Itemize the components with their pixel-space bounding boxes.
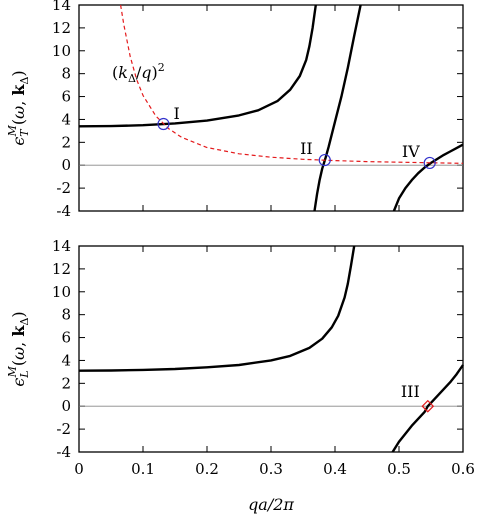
top-ticks — [78, 4, 464, 212]
x-tick-label: 0.5 — [387, 460, 411, 478]
bottom-plot-frame — [78, 245, 464, 453]
marker-label-II: II — [300, 139, 313, 158]
bottom-x-tick-labels: 0 0.1 0.2 0.3 0.4 0.5 0.6 — [74, 460, 475, 478]
marker-label-III: III — [401, 382, 420, 401]
bottom-y-tick-labels: -4 -2 0 2 4 6 8 10 12 14 — [52, 237, 71, 461]
y-tick-label: 4 — [61, 351, 71, 369]
x-tick-label: 0.4 — [323, 460, 347, 478]
series-curve-0 — [78, 245, 356, 372]
x-tick-label: 0.2 — [195, 460, 219, 478]
y-tick-label: 2 — [61, 133, 71, 151]
y-tick-label: 10 — [52, 283, 71, 301]
y-tick-label: 4 — [61, 110, 71, 128]
bottom-ticks — [78, 245, 464, 453]
reference-curve — [120, 4, 464, 164]
top-markers: III IV — [157, 104, 436, 170]
x-tick-label: 0.1 — [131, 460, 155, 478]
y-tick-label: 12 — [52, 260, 71, 278]
series-curve-1 — [313, 4, 362, 212]
bottom-y-axis-label: ϵLM(ω, kΔ) — [6, 311, 31, 386]
top-curves — [78, 4, 464, 212]
y-tick-label: 10 — [52, 42, 71, 60]
bottom-markers: III — [401, 382, 435, 413]
top-y-tick-labels: -4 -2 0 2 4 6 8 10 12 14 — [52, 0, 71, 220]
y-tick-label: 8 — [61, 65, 71, 83]
series-curve-0 — [78, 4, 317, 128]
y-tick-label: 14 — [52, 0, 71, 14]
marker-IV — [423, 156, 436, 170]
y-tick-label: 2 — [61, 374, 71, 392]
x-tick-label: 0.6 — [451, 460, 475, 478]
y-tick-label: 0 — [61, 397, 71, 415]
y-tick-label: 0 — [61, 156, 71, 174]
marker-label-IV: IV — [402, 142, 420, 161]
y-tick-label: 14 — [52, 237, 71, 255]
y-tick-label: -2 — [56, 179, 71, 197]
marker-II — [318, 153, 331, 167]
y-tick-label: 6 — [61, 88, 71, 106]
y-tick-label: -2 — [56, 420, 71, 438]
x-tick-label: 0.3 — [259, 460, 283, 478]
top-annotation: (kΔ/q)2 — [112, 61, 165, 85]
series-curve-2 — [392, 143, 464, 212]
series-curve-1 — [391, 364, 464, 453]
y-tick-label: 12 — [52, 19, 71, 37]
bottom-curves — [78, 245, 464, 453]
top-plot-frame — [78, 4, 464, 212]
top-y-axis-label: ϵTM(ω, kΔ) — [6, 70, 31, 145]
y-tick-label: 8 — [61, 306, 71, 324]
y-tick-label: 6 — [61, 329, 71, 347]
x-tick-label: 0 — [74, 460, 84, 478]
y-tick-label: -4 — [56, 443, 71, 461]
y-tick-label: -4 — [56, 202, 71, 220]
x-axis-label: qa/2π — [248, 495, 294, 514]
marker-III — [421, 399, 435, 413]
marker-I — [157, 117, 170, 131]
marker-label-I: I — [173, 104, 179, 123]
